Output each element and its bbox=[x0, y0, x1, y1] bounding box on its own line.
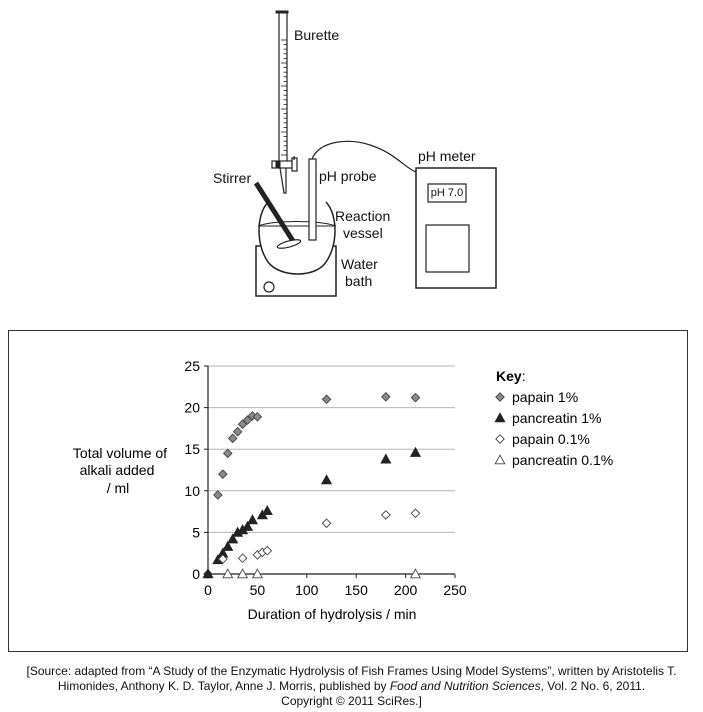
legend-marker bbox=[494, 454, 506, 465]
data-point-pancreatin-1- bbox=[227, 533, 239, 544]
x-tick-label: 150 bbox=[345, 582, 369, 598]
source-citation: [Source: adapted from “A Study of the En… bbox=[0, 664, 703, 709]
data-point-pancreatin-0-1- bbox=[237, 568, 249, 579]
data-point-pancreatin-1- bbox=[409, 446, 422, 457]
water-bath-label-line2: bath bbox=[345, 273, 373, 289]
data-point-papain-0-1- bbox=[262, 545, 273, 556]
source-journal: Food and Nutrition Sciences bbox=[389, 679, 541, 693]
apparatus-diagram bbox=[253, 10, 497, 297]
data-point-papain-0-1- bbox=[237, 553, 248, 564]
data-point-papain-1- bbox=[217, 469, 228, 479]
data-point-pancreatin-1- bbox=[380, 453, 392, 464]
data-point-papain-0-1- bbox=[321, 518, 332, 529]
x-tick-label: 250 bbox=[443, 582, 467, 598]
data-point-papain-1- bbox=[242, 415, 253, 425]
burette-label: Burette bbox=[294, 27, 340, 43]
y-axis-label-line1: Total volume of bbox=[73, 445, 167, 461]
data-point-pancreatin-1- bbox=[241, 520, 254, 531]
legend-entry: papain 0.1% bbox=[512, 431, 590, 447]
data-point-papain-1- bbox=[213, 490, 223, 500]
y-tick-label: 10 bbox=[184, 483, 200, 499]
data-point-pancreatin-1- bbox=[202, 568, 214, 579]
burette bbox=[271, 10, 298, 194]
legend-title: Key: bbox=[496, 368, 526, 384]
y-axis-label-line3: / ml bbox=[107, 480, 130, 496]
ph-display: pH 7.0 bbox=[430, 187, 464, 199]
y-tick-label: 25 bbox=[184, 358, 200, 374]
legend-marker bbox=[495, 434, 505, 444]
source-line1: [Source: adapted from “A Study of the En… bbox=[26, 664, 677, 678]
data-point-pancreatin-1- bbox=[222, 540, 234, 551]
legend-entry: pancreatin 1% bbox=[512, 410, 602, 426]
ph-meter-label: pH meter bbox=[418, 148, 476, 164]
reaction-vessel-label-line1: Reaction bbox=[335, 208, 391, 224]
source-line2: Himonides, Anthony K. D. Taylor, Anne J.… bbox=[0, 679, 703, 694]
x-tick-label: 100 bbox=[295, 582, 319, 598]
data-point-papain-0-1- bbox=[381, 510, 391, 520]
stirrer-label: Stirrer bbox=[213, 170, 252, 186]
data-point-pancreatin-1- bbox=[246, 514, 259, 525]
water-bath-dial bbox=[263, 281, 275, 293]
source-line3: Copyright © 2011 SciRes.] bbox=[281, 694, 422, 708]
x-tick-label: 0 bbox=[204, 582, 212, 598]
legend-marker bbox=[495, 392, 505, 402]
x-axis-label: Duration of hydrolysis / min bbox=[248, 606, 417, 622]
reaction-vessel-label-line2: vessel bbox=[343, 225, 383, 241]
data-point-pancreatin-1- bbox=[261, 505, 273, 516]
data-point-pancreatin-0-1- bbox=[409, 568, 422, 579]
data-point-pancreatin-1- bbox=[320, 474, 333, 485]
stirrer bbox=[253, 181, 302, 249]
water-bath-label-line1: Water bbox=[341, 256, 378, 272]
data-point-papain-1- bbox=[321, 394, 332, 405]
data-point-papain-1- bbox=[232, 426, 243, 437]
y-axis-label-line2: alkali added bbox=[80, 462, 155, 478]
data-point-papain-1- bbox=[237, 419, 248, 430]
data-point-pancreatin-0-1- bbox=[222, 568, 234, 579]
data-point-papain-1- bbox=[227, 433, 238, 444]
source-line2-prefix: Himonides, Anthony K. D. Taylor, Anne J.… bbox=[57, 679, 390, 693]
data-point-pancreatin-0-1- bbox=[251, 568, 263, 579]
legend-entry: pancreatin 0.1% bbox=[512, 452, 613, 468]
data-point-papain-0-1- bbox=[410, 508, 421, 519]
data-point-papain-1- bbox=[381, 391, 391, 402]
ph-meter bbox=[415, 167, 497, 289]
y-tick-label: 5 bbox=[192, 524, 200, 540]
source-line2-suffix: , Vol. 2 No. 6, 2011. bbox=[540, 679, 646, 693]
reaction-vessel bbox=[258, 201, 336, 275]
legend-entry: papain 1% bbox=[512, 389, 578, 405]
chart-frame bbox=[8, 330, 688, 652]
legend-marker bbox=[494, 412, 506, 423]
data-point-papain-0-1- bbox=[217, 554, 228, 564]
data-point-papain-1- bbox=[222, 448, 233, 459]
x-tick-label: 50 bbox=[250, 582, 266, 598]
x-tick-label: 200 bbox=[394, 582, 418, 598]
ph-probe-label: pH probe bbox=[319, 168, 377, 184]
ph-probe bbox=[308, 140, 417, 241]
y-tick-label: 15 bbox=[184, 441, 200, 457]
y-tick-label: 0 bbox=[192, 566, 200, 582]
data-point-papain-1- bbox=[252, 411, 263, 422]
y-tick-label: 20 bbox=[184, 400, 200, 416]
data-point-papain-1- bbox=[410, 392, 421, 403]
